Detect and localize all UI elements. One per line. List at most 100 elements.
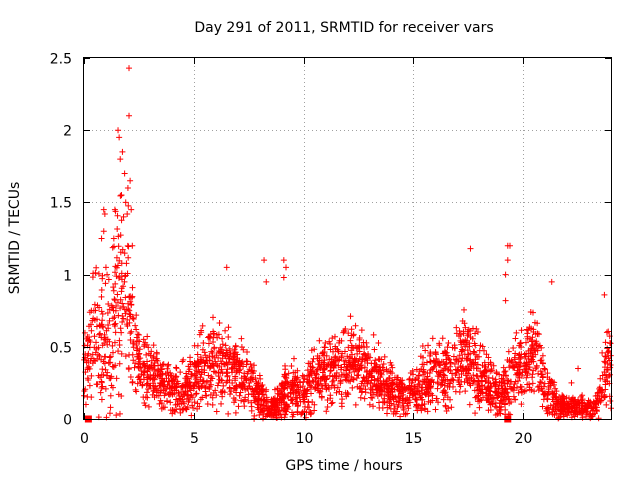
data-point (111, 243, 118, 250)
data-point (518, 386, 525, 393)
data-point (193, 363, 200, 370)
data-point (144, 333, 151, 340)
data-point (543, 407, 550, 414)
data-point (500, 372, 507, 379)
data-point (308, 390, 315, 397)
data-point (496, 379, 503, 386)
data-point (129, 284, 136, 291)
data-point (110, 315, 117, 322)
data-point (305, 398, 312, 405)
data-point (167, 399, 174, 406)
data-point (544, 391, 551, 398)
data-point (276, 411, 283, 418)
data-point (190, 405, 197, 412)
data-point (124, 211, 131, 218)
data-point (334, 346, 341, 353)
data-point (231, 346, 238, 353)
data-point (384, 377, 391, 384)
data-point (257, 401, 264, 408)
data-point (114, 299, 121, 306)
data-point (290, 369, 297, 376)
data-point (305, 360, 312, 367)
data-point (115, 391, 122, 398)
data-point (161, 392, 168, 399)
data-point (408, 386, 415, 393)
data-point (173, 365, 180, 372)
data-point (422, 391, 429, 398)
data-point (112, 208, 119, 215)
data-point (512, 350, 519, 357)
data-point (481, 369, 488, 376)
data-point (343, 365, 350, 372)
data-point (219, 377, 226, 384)
data-point (291, 355, 298, 362)
data-point (518, 401, 525, 408)
data-point (523, 374, 530, 381)
data-point (366, 401, 373, 408)
data-point (114, 212, 121, 219)
data-point (462, 324, 469, 331)
data-point (141, 400, 148, 407)
data-point (132, 386, 139, 393)
data-point (523, 360, 530, 367)
data-point (122, 199, 129, 206)
data-point (164, 365, 171, 372)
data-point (487, 388, 494, 395)
data-point (204, 400, 211, 407)
data-point (439, 379, 446, 386)
data-point (273, 404, 280, 411)
data-point (372, 357, 379, 364)
data-point (529, 356, 536, 363)
data-point (256, 372, 263, 379)
data-point (267, 405, 274, 412)
data-point (205, 340, 212, 347)
data-point (113, 302, 120, 309)
data-point (194, 400, 201, 407)
data-point (492, 412, 499, 419)
data-point (334, 384, 341, 391)
data-point (393, 408, 400, 415)
data-point (118, 288, 125, 295)
data-point (456, 333, 463, 340)
data-point (98, 286, 105, 293)
data-point (339, 350, 346, 357)
data-point (348, 373, 355, 380)
data-point (350, 362, 357, 369)
data-point (127, 330, 134, 337)
data-point (509, 363, 516, 370)
data-point (389, 364, 396, 371)
data-point (119, 318, 126, 325)
data-point (485, 354, 492, 361)
data-point (506, 364, 513, 371)
data-point (264, 410, 271, 417)
data-point (483, 386, 490, 393)
data-point (422, 347, 429, 354)
data-point (151, 362, 158, 369)
data-point (216, 376, 223, 383)
data-point (534, 383, 541, 390)
data-point (186, 366, 193, 373)
data-point (285, 370, 292, 377)
data-point (504, 356, 511, 363)
data-point (222, 327, 229, 334)
data-point (358, 380, 365, 387)
data-point (88, 372, 95, 379)
data-point (129, 340, 136, 347)
data-point (333, 389, 340, 396)
data-point (331, 333, 338, 340)
data-point (544, 370, 551, 377)
data-point (603, 329, 610, 336)
data-point (500, 364, 507, 371)
data-point (410, 371, 417, 378)
data-point (91, 333, 98, 340)
data-point (525, 327, 532, 334)
data-point (444, 394, 451, 401)
data-point (440, 358, 447, 365)
data-point (454, 366, 461, 373)
data-point (427, 399, 434, 406)
data-point (532, 365, 539, 372)
data-point (466, 401, 473, 408)
data-point (115, 348, 122, 355)
data-point (441, 365, 448, 372)
data-point (151, 376, 158, 383)
